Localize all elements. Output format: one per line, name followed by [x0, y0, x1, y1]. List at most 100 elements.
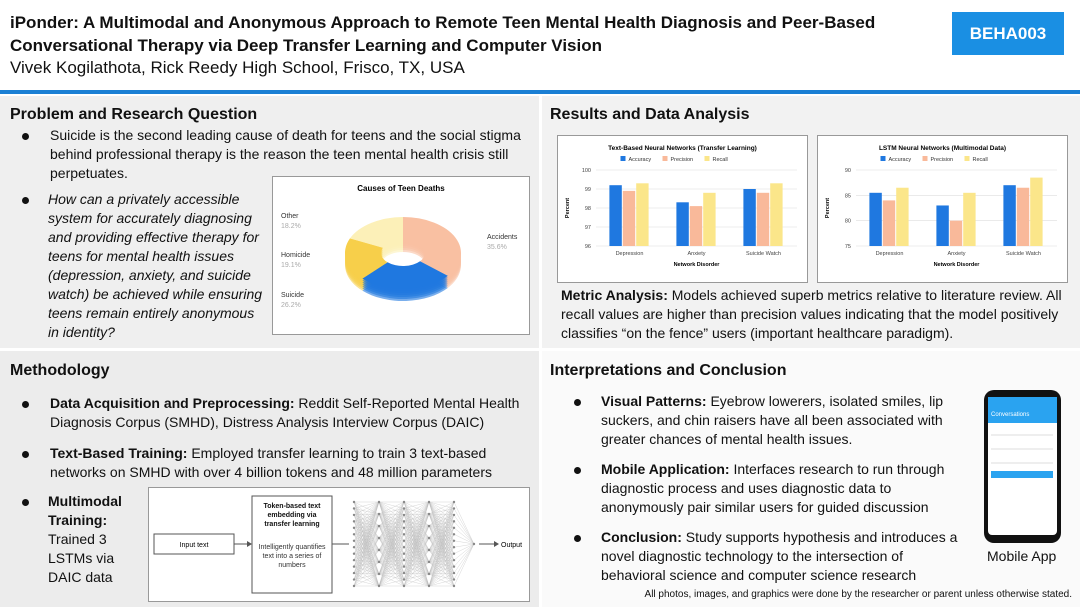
output-label: Output: [501, 542, 522, 549]
network-edge: [403, 549, 430, 580]
network-node: [377, 512, 381, 516]
network-edge: [378, 534, 405, 575]
network-edge: [378, 514, 405, 539]
network-edge: [353, 513, 380, 580]
network-node: [402, 565, 406, 568]
network-edge: [378, 525, 405, 574]
network-edge: [428, 572, 455, 587]
network-edge: [428, 525, 455, 528]
bar: [896, 187, 909, 246]
network-edge: [378, 513, 405, 561]
network-edge: [428, 513, 455, 587]
network-edge: [378, 537, 405, 554]
network-edge: [403, 513, 430, 548]
slice-value: 19.1%: [281, 262, 301, 269]
x-tick-label: Depression: [616, 251, 644, 257]
chart-title: LSTM Neural Networks (Multimodal Data): [879, 145, 1006, 152]
network-edge: [378, 514, 405, 527]
network-edge: [378, 508, 405, 551]
network-edge: [378, 521, 405, 527]
bar: [689, 206, 703, 246]
network-edge: [428, 527, 455, 587]
network-graphic: [352, 500, 476, 588]
network-edge: [353, 527, 380, 575]
network-edge: [403, 534, 430, 587]
network-node: [452, 507, 456, 510]
network-edge: [378, 527, 405, 587]
network-node: [452, 565, 456, 568]
network-edge: [428, 525, 455, 561]
network-edge: [428, 537, 455, 554]
network-edge: [378, 534, 405, 587]
network-edge: [403, 501, 430, 516]
arrow-head: [247, 541, 252, 547]
network-edge: [353, 540, 380, 587]
network-edge: [353, 514, 380, 551]
network-edge: [378, 508, 405, 527]
network-edge: [428, 525, 455, 574]
bar-chart: Text-Based Neural Networks (Transfer Lea…: [565, 145, 797, 268]
network-node: [452, 552, 456, 555]
network-edge: [353, 537, 380, 548]
network-edge: [353, 508, 380, 539]
network-edge: [453, 527, 475, 545]
arrow-head: [494, 541, 499, 547]
network-edge: [403, 513, 430, 580]
bar: [770, 183, 783, 246]
network-edge: [378, 540, 405, 575]
network-edge: [378, 501, 405, 535]
network-edge: [428, 534, 455, 539]
network-edge: [403, 560, 430, 587]
network-edge: [378, 566, 405, 587]
network-edge: [378, 513, 405, 548]
network-edge: [353, 534, 380, 563]
network-edge: [453, 543, 475, 580]
network-edge: [403, 501, 430, 535]
network-edge: [428, 501, 455, 574]
network-edge: [403, 573, 430, 580]
network-edge: [353, 561, 380, 574]
network-edge: [378, 527, 405, 539]
network-edge: [403, 537, 430, 567]
network-node: [452, 520, 456, 523]
network-edge: [428, 527, 455, 539]
network-edge: [403, 501, 430, 522]
network-edge: [378, 514, 405, 563]
network-edge: [428, 501, 455, 587]
network-node: [427, 512, 431, 516]
network-node: [352, 565, 356, 568]
network-edge: [353, 525, 380, 554]
network-diagram: Input text Token-based text embedding vi…: [153, 495, 522, 594]
network-edge: [403, 525, 430, 580]
network-edge: [353, 501, 380, 563]
bar: [949, 220, 963, 246]
network-edge: [353, 534, 380, 551]
network-edge: [403, 501, 430, 580]
network-edge: [403, 521, 430, 587]
network-edge: [403, 525, 430, 535]
network-edge: [428, 553, 455, 563]
network-edge: [403, 561, 430, 587]
network-edge: [353, 572, 380, 587]
network-edge: [428, 501, 455, 563]
network-edge: [403, 553, 430, 563]
network-edge: [353, 537, 380, 541]
network-node: [352, 507, 356, 510]
network-edge: [378, 547, 405, 551]
network-edge: [428, 521, 455, 539]
network-edge: [378, 540, 405, 587]
network-edge: [403, 534, 430, 551]
network-edge: [428, 525, 455, 554]
interp-bullet: Mobile Application: Interfaces research …: [601, 460, 963, 517]
network-edge: [428, 566, 455, 587]
network-edge: [403, 501, 430, 587]
footer: All photos, images, and graphics were do…: [644, 589, 1072, 600]
y-tick-label: 85: [845, 193, 851, 199]
bullet-label: Data Acquisition and Preprocessing:: [50, 395, 295, 411]
network-edge: [353, 501, 380, 539]
network-edge: [403, 553, 430, 575]
problem-question: How can a privately accessible system fo…: [48, 191, 263, 340]
network-edge: [428, 537, 455, 580]
network-node: [352, 526, 356, 530]
network-edge: [378, 501, 405, 551]
